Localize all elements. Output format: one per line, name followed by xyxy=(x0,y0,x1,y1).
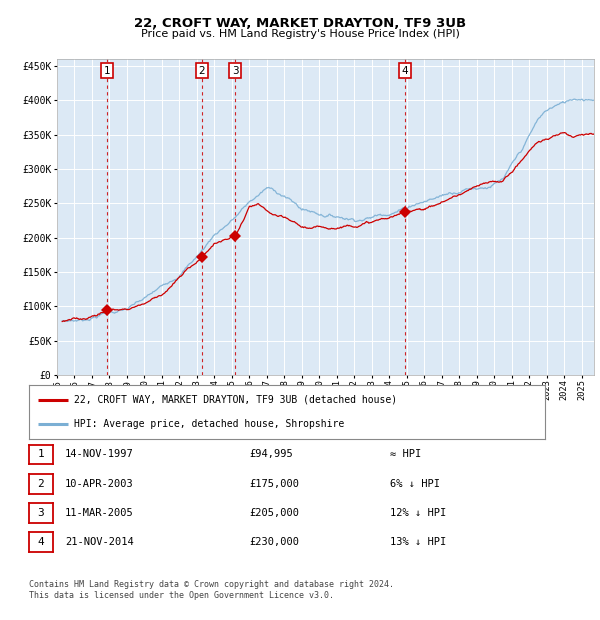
Text: 4: 4 xyxy=(37,537,44,547)
Text: 12% ↓ HPI: 12% ↓ HPI xyxy=(390,508,446,518)
Text: 2: 2 xyxy=(37,479,44,489)
Text: 1: 1 xyxy=(37,450,44,459)
Text: 3: 3 xyxy=(232,66,239,76)
Text: 2: 2 xyxy=(199,66,205,76)
Text: 11-MAR-2005: 11-MAR-2005 xyxy=(65,508,134,518)
Text: 10-APR-2003: 10-APR-2003 xyxy=(65,479,134,489)
Text: £205,000: £205,000 xyxy=(249,508,299,518)
Text: 13% ↓ HPI: 13% ↓ HPI xyxy=(390,537,446,547)
Text: £230,000: £230,000 xyxy=(249,537,299,547)
Text: This data is licensed under the Open Government Licence v3.0.: This data is licensed under the Open Gov… xyxy=(29,591,334,600)
Text: 21-NOV-2014: 21-NOV-2014 xyxy=(65,537,134,547)
Text: HPI: Average price, detached house, Shropshire: HPI: Average price, detached house, Shro… xyxy=(74,419,344,430)
Text: 3: 3 xyxy=(37,508,44,518)
Text: 1: 1 xyxy=(104,66,110,76)
Text: 22, CROFT WAY, MARKET DRAYTON, TF9 3UB: 22, CROFT WAY, MARKET DRAYTON, TF9 3UB xyxy=(134,17,466,30)
Text: £175,000: £175,000 xyxy=(249,479,299,489)
Text: 6% ↓ HPI: 6% ↓ HPI xyxy=(390,479,440,489)
Text: 14-NOV-1997: 14-NOV-1997 xyxy=(65,450,134,459)
Text: Price paid vs. HM Land Registry's House Price Index (HPI): Price paid vs. HM Land Registry's House … xyxy=(140,29,460,38)
Text: £94,995: £94,995 xyxy=(249,450,293,459)
Text: 4: 4 xyxy=(401,66,408,76)
Text: ≈ HPI: ≈ HPI xyxy=(390,450,421,459)
Text: 22, CROFT WAY, MARKET DRAYTON, TF9 3UB (detached house): 22, CROFT WAY, MARKET DRAYTON, TF9 3UB (… xyxy=(74,394,397,405)
Text: Contains HM Land Registry data © Crown copyright and database right 2024.: Contains HM Land Registry data © Crown c… xyxy=(29,580,394,588)
